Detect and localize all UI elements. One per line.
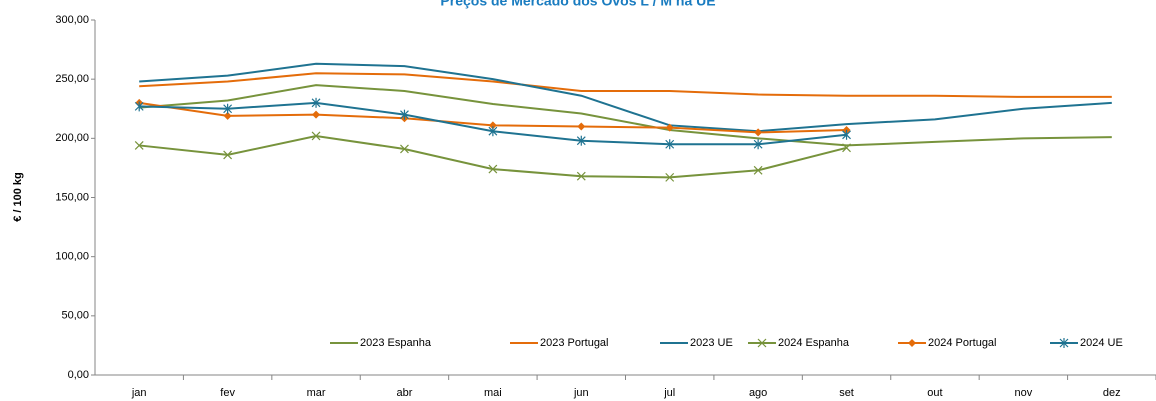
legend-label: 2024 UE [1080,337,1123,349]
data-point [665,172,675,182]
x-tick-label: abr [397,387,413,399]
y-tick-label: 150,00 [55,191,89,203]
x-tick-label: jan [131,387,147,399]
data-point [134,101,144,112]
legend-marker [1059,338,1069,348]
x-tick-label: mai [484,387,502,399]
x-tick-label: ago [749,387,767,399]
data-point [223,111,232,120]
data-point [400,109,409,120]
data-point [842,143,851,153]
data-point [754,128,763,137]
chart-title: Preços de Mercado dos Ovos L / M na UE [440,0,715,9]
legend-label: 2023 UE [690,337,733,349]
legend-marker [757,338,767,348]
series-line [139,72,1112,98]
data-point [400,144,409,154]
legend-marker [908,339,916,347]
series-line [139,134,847,179]
data-point [576,171,586,181]
data-point [223,103,233,114]
data-point [753,165,763,175]
legend-label: 2023 Portugal [540,337,609,349]
y-tick-label: 200,00 [55,132,89,144]
legend-label: 2024 Espanha [778,337,850,349]
x-tick-label: fev [220,387,235,399]
data-point [134,141,144,150]
data-point [312,110,321,119]
x-tick-label: mar [307,387,326,399]
data-point [753,139,763,150]
x-tick-label: dez [1103,387,1121,399]
legend-label: 2024 Portugal [928,337,997,349]
data-point [488,126,498,137]
data-point [488,121,497,130]
y-tick-label: 300,00 [55,14,89,26]
data-point [576,135,586,146]
data-point [311,97,321,108]
data-point [311,131,321,141]
y-tick-label: 250,00 [55,73,89,85]
data-point [488,164,498,174]
x-tick-label: nov [1015,387,1033,399]
data-point [665,123,674,132]
x-tick-label: jul [663,387,675,399]
series-line [139,84,1112,147]
x-tick-label: set [839,387,854,399]
y-tick-label: 50,00 [61,310,89,322]
data-point [577,122,586,131]
series-line [139,62,1112,133]
y-axis-label: € / 100 kg [12,172,24,222]
y-tick-label: 100,00 [55,251,89,263]
legend-label: 2023 Espanha [360,337,432,349]
y-tick-label: 0,00 [68,369,89,381]
data-point [223,150,233,160]
data-point [665,139,675,150]
data-point [842,129,851,140]
x-tick-label: jun [573,387,589,399]
x-tick-label: out [927,387,942,399]
